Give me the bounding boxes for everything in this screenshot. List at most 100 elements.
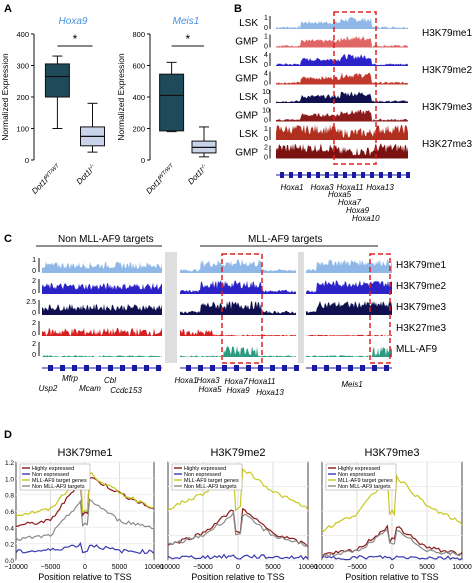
- track-signal: [276, 17, 408, 29]
- y-tick-label: 0: [141, 156, 145, 165]
- track-signal: [306, 346, 392, 357]
- series-line: [321, 473, 463, 532]
- x-tick-label: 5000: [419, 564, 435, 571]
- track-signal: [276, 54, 408, 66]
- x-tick-label: −10000: [310, 564, 334, 571]
- gene-label: Meis1: [341, 380, 362, 389]
- track-max-label: 10: [262, 108, 270, 115]
- gene-label: Hoxa3: [310, 183, 334, 192]
- track-signal: [42, 282, 162, 294]
- exon: [336, 365, 341, 371]
- series-line: [167, 510, 309, 548]
- panel-a-letter: A: [4, 3, 12, 15]
- segment-gap: [165, 252, 177, 363]
- group-label: Dot1l-/-: [186, 163, 209, 186]
- genome-tracks-c: 1 0 H3K79me1 2 0 H3K79me2 2.5 0 H3K79me3 2 0 H3K27m…: [26, 252, 446, 364]
- track-zero-label: 0: [32, 268, 36, 275]
- x-axis-label: Position relative to TSS: [38, 572, 131, 582]
- y-tick-label: 200: [132, 125, 145, 134]
- track-max-label: 10: [262, 89, 270, 96]
- track-zero-label: 0: [264, 118, 268, 125]
- track-zero-label: 0: [264, 136, 268, 143]
- exon: [198, 365, 203, 371]
- x-tick-label: −5000: [347, 564, 367, 571]
- panel-d-letter: D: [4, 429, 12, 441]
- gene-label: Hoxa13: [366, 183, 394, 192]
- significance-star: *: [73, 32, 78, 46]
- track-max-label: 2: [32, 278, 36, 285]
- track-mark-label: H3K79me2: [396, 281, 446, 292]
- x-tick-label: 0: [83, 564, 87, 571]
- x-tick-label: 10000: [452, 564, 472, 571]
- significance-star: *: [185, 32, 190, 46]
- track-signal: [276, 72, 408, 85]
- y-tick-label: 1.2: [5, 460, 14, 467]
- track-zero-label: 0: [32, 352, 36, 359]
- gene-label: Ccdc153: [110, 386, 142, 395]
- exon: [348, 365, 353, 371]
- exon: [246, 365, 251, 371]
- track-mark-label: H3K79me1: [396, 260, 446, 271]
- track-cell-label: GMP: [235, 148, 258, 159]
- gene-label: Hoxa11: [337, 183, 364, 192]
- exon: [384, 365, 389, 371]
- x-tick-label: 0: [236, 564, 240, 571]
- track-max-label: 1: [264, 126, 268, 133]
- exon: [379, 172, 383, 178]
- track-cell-label: GMP: [235, 37, 258, 48]
- track-signal: [180, 280, 296, 294]
- gene-label: Hoxa7: [224, 377, 248, 386]
- gene-label: Usp2: [39, 384, 58, 393]
- exon: [280, 172, 284, 178]
- highlight-box: [369, 253, 391, 364]
- gene-label: Hoxa9: [226, 386, 250, 395]
- y-tick-label: 100: [16, 125, 29, 134]
- exon: [186, 365, 191, 371]
- panel-c-letter: C: [4, 233, 12, 245]
- y-tick-label: 0.2: [5, 542, 14, 549]
- track-mark-label: H3K79me1: [422, 28, 472, 39]
- group-label: Dot1l-/-: [75, 163, 98, 186]
- y-tick-label: 300: [16, 62, 29, 71]
- x-tick-label: 0: [390, 564, 394, 571]
- y-tick-label: 0.4: [5, 525, 14, 532]
- exon: [132, 365, 137, 371]
- track-cell-label: LSK: [239, 129, 258, 140]
- gene-label: Hoxa5: [198, 385, 222, 394]
- exon: [372, 365, 377, 371]
- exon: [397, 172, 401, 178]
- track-zero-label: 0: [264, 99, 268, 106]
- profile-title: H3K79me3: [364, 447, 419, 459]
- x-tick-label: −10000: [156, 564, 180, 571]
- gene-title: Meis1: [173, 16, 200, 27]
- gene-label: Mfrp: [62, 374, 79, 383]
- gene-label: Hoxa13: [256, 388, 284, 397]
- segment-gap: [298, 252, 304, 363]
- exon: [84, 365, 89, 371]
- track-mark-label: MLL-AF9: [396, 344, 438, 355]
- y-axis-label: Normalized Expression: [116, 53, 126, 141]
- exon: [360, 365, 365, 371]
- box: [44, 63, 70, 98]
- exon: [307, 172, 311, 178]
- gene-title: Hoxa9: [59, 16, 88, 27]
- track-signal: [306, 301, 392, 315]
- series-line: [15, 498, 155, 541]
- exon: [72, 365, 77, 371]
- track-zero-label: 0: [32, 310, 36, 317]
- track-signal: [276, 143, 408, 159]
- gene-label: Hoxa3: [196, 376, 220, 385]
- track-signal: [180, 301, 296, 315]
- gene-label: Mcam: [79, 384, 101, 393]
- track-mark-label: H3K79me3: [422, 102, 472, 113]
- legend-label: MLL-AF9 target genes: [184, 478, 239, 484]
- track-zero-label: 0: [264, 25, 268, 32]
- series-line: [321, 529, 463, 558]
- track-max-label: 2: [264, 145, 268, 152]
- exon: [289, 172, 293, 178]
- x-tick-label: −5000: [193, 564, 213, 571]
- track-signal: [180, 259, 296, 273]
- track-max-label: 1: [264, 15, 268, 22]
